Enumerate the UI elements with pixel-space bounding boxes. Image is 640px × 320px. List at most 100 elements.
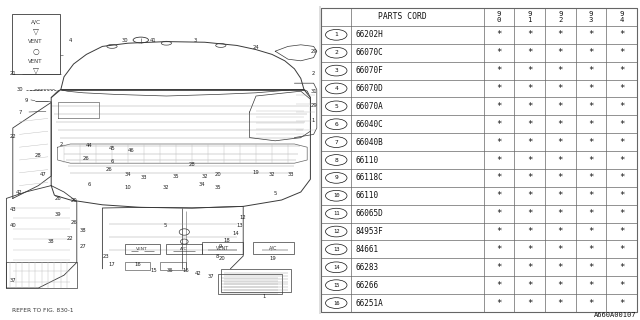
Text: 47: 47 [40,172,47,177]
Text: *: * [588,281,593,290]
Text: 10: 10 [125,185,131,190]
Text: *: * [588,191,593,200]
Text: 22: 22 [10,133,16,139]
Text: *: * [527,120,532,129]
Text: *: * [588,263,593,272]
Text: VENT: VENT [136,247,148,251]
Text: 4: 4 [334,86,338,91]
Text: 38: 38 [48,239,54,244]
Text: *: * [619,191,624,200]
Text: VENT: VENT [28,38,43,44]
Text: 38: 38 [80,228,86,233]
Text: 20: 20 [70,197,77,203]
Text: 18: 18 [224,237,230,243]
Text: 27: 27 [80,244,86,249]
Text: 66118C: 66118C [355,173,383,182]
Text: 12: 12 [240,215,246,220]
Text: 9
2: 9 2 [558,11,563,23]
Text: 14: 14 [232,231,239,236]
Text: *: * [588,66,593,75]
Text: 40: 40 [10,223,16,228]
Text: *: * [497,209,502,218]
Text: REFER TO FIG. 830-1: REFER TO FIG. 830-1 [12,308,73,313]
Text: 66266: 66266 [355,281,378,290]
Text: 5: 5 [334,104,338,109]
Text: *: * [497,84,502,93]
Text: *: * [557,120,563,129]
Text: *: * [619,120,624,129]
Text: VENT: VENT [28,59,43,64]
Text: 11: 11 [333,211,339,216]
Text: 31: 31 [310,89,317,94]
Text: *: * [557,48,563,57]
Text: 19: 19 [270,256,276,261]
Text: ▽: ▽ [33,27,38,36]
Text: 30: 30 [17,87,23,92]
Text: 66070F: 66070F [355,66,383,75]
Text: A660A00107: A660A00107 [595,312,637,318]
Text: 9
0: 9 0 [497,11,501,23]
Text: *: * [557,209,563,218]
Text: 37: 37 [10,277,16,283]
Text: 66251A: 66251A [355,299,383,308]
Text: *: * [527,191,532,200]
Text: 33: 33 [288,172,294,177]
Text: 15: 15 [333,283,339,288]
Text: 1: 1 [312,117,316,123]
Text: *: * [619,156,624,164]
Text: *: * [588,30,593,39]
Text: 3: 3 [193,38,197,44]
Text: 10: 10 [333,193,339,198]
Text: *: * [527,173,532,182]
Bar [253,242,294,254]
Text: *: * [557,156,563,164]
Text: *: * [527,84,532,93]
Text: A/C: A/C [269,246,278,251]
Text: *: * [557,173,563,182]
Text: 28: 28 [35,153,42,158]
Text: 13: 13 [333,247,339,252]
Text: 16: 16 [182,268,189,273]
Text: *: * [527,138,532,147]
Text: *: * [619,245,624,254]
Text: *: * [557,84,563,93]
Text: *: * [527,245,532,254]
Text: 42: 42 [195,271,202,276]
Text: *: * [619,299,624,308]
Text: 5: 5 [163,223,167,228]
Text: 9: 9 [24,98,28,103]
Text: *: * [588,84,593,93]
Text: 9
4: 9 4 [620,11,624,23]
Text: *: * [527,281,532,290]
Text: *: * [619,209,624,218]
Text: *: * [588,48,593,57]
Text: *: * [588,299,593,308]
Text: 32: 32 [163,185,170,190]
Text: *: * [619,48,624,57]
Text: *: * [588,102,593,111]
Text: *: * [588,245,593,254]
Text: *: * [557,138,563,147]
Text: 33: 33 [141,175,147,180]
Text: *: * [588,120,593,129]
Text: *: * [557,30,563,39]
Bar [6,262,77,288]
Text: 30: 30 [122,37,128,43]
Text: *: * [619,30,624,39]
Bar [202,242,243,254]
Text: 7: 7 [334,140,338,145]
Text: *: * [588,156,593,164]
Text: 3: 3 [334,68,338,73]
Text: *: * [497,299,502,308]
Text: *: * [527,66,532,75]
Text: *: * [497,263,502,272]
Text: 9
1: 9 1 [527,11,532,23]
Text: 23: 23 [102,254,109,259]
Text: 34: 34 [125,172,131,177]
Text: A/C: A/C [180,247,188,251]
Text: *: * [527,299,532,308]
Text: *: * [557,245,563,254]
Text: *: * [497,227,502,236]
Text: 35: 35 [214,185,221,190]
Text: 5: 5 [273,191,277,196]
